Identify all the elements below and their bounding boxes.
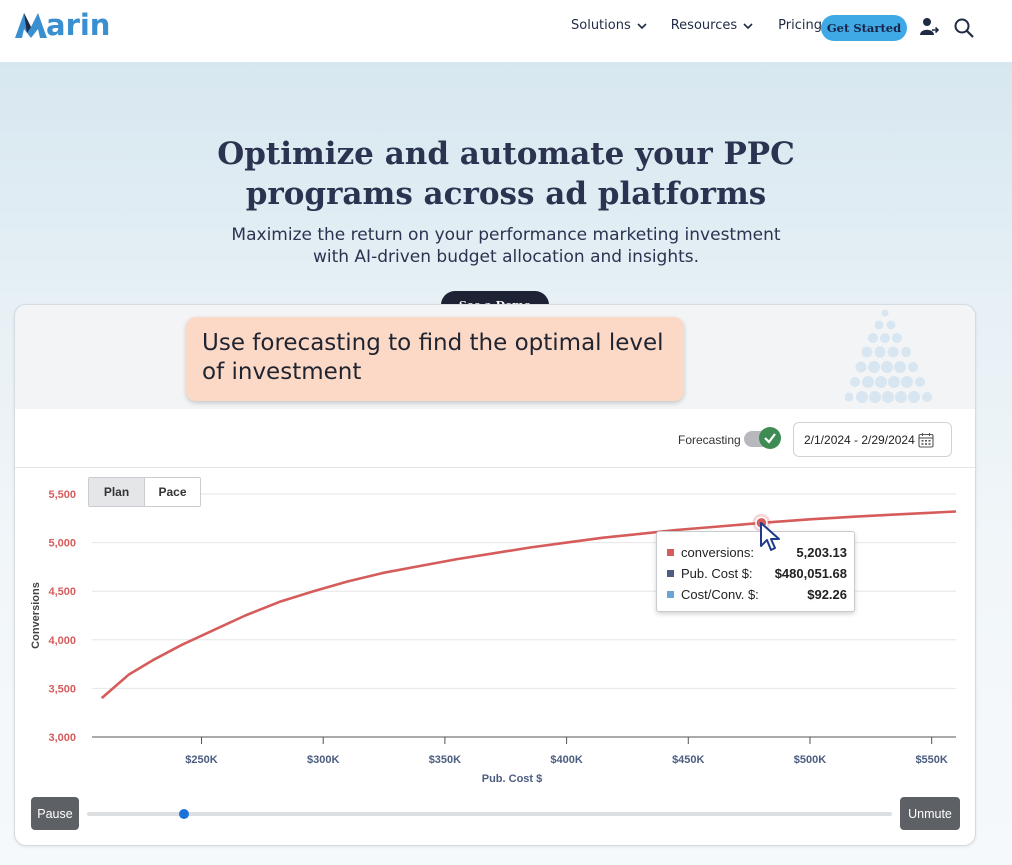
nav-resources-label: Resources: [670, 18, 738, 33]
tab-plan[interactable]: Plan: [89, 478, 145, 506]
marin-logo[interactable]: arin: [14, 8, 111, 42]
main-nav: Solutions Resources Pricing: [571, 18, 822, 33]
tooltip-row-conversions: conversions: 5,203.13: [667, 543, 847, 561]
tooltip-value: $92.26: [807, 586, 847, 602]
tooltip-value: 5,203.13: [796, 544, 847, 560]
hero-title: Optimize and automate your PPC programs …: [217, 136, 795, 212]
x-tick-label: $350K: [429, 754, 461, 766]
date-range-picker[interactable]: 2/1/2024 - 2/29/2024: [793, 422, 952, 457]
nav-solutions[interactable]: Solutions: [571, 18, 648, 33]
unmute-button[interactable]: Unmute: [900, 797, 960, 830]
tooltip-row-cost-per-conv: Cost/Conv. $: $92.26: [667, 585, 847, 603]
get-started-button[interactable]: Get Started: [821, 15, 907, 41]
x-axis-label: Pub. Cost $: [482, 773, 543, 785]
logo-text: arin: [46, 8, 111, 42]
y-tick-label: 5,500: [48, 489, 76, 501]
video-progress-thumb[interactable]: [178, 809, 189, 819]
tooltip-swatch: [667, 548, 674, 556]
chevron-down-icon: [743, 22, 753, 29]
date-range-text: 2/1/2024 - 2/29/2024: [804, 432, 915, 447]
nav-pricing[interactable]: Pricing: [778, 18, 822, 33]
page-scrollbar[interactable]: [1002, 62, 1012, 865]
tooltip-value: $480,051.68: [774, 565, 847, 581]
tab-pace[interactable]: Pace: [158, 485, 187, 499]
calendar-icon: [918, 433, 934, 448]
nav-resources[interactable]: Resources: [671, 18, 754, 33]
x-tick-label: $250K: [185, 754, 217, 766]
forecast-callout: Use forecasting to find the optimal leve…: [186, 317, 684, 401]
x-tick-label: $450K: [672, 754, 704, 766]
chart-tooltip: conversions: 5,203.13 Pub. Cost $: $480,…: [656, 531, 855, 612]
pause-button[interactable]: Pause: [31, 797, 79, 830]
conversions-chart: 3,000 3,500 4,000 4,500 5,000 5,500 $250K $300K…: [30, 489, 957, 785]
x-tick-label: $400K: [550, 754, 582, 766]
series-line-conversions: [100, 510, 957, 700]
y-tick-label: 4,000: [48, 635, 76, 647]
y-tick-label: 4,500: [48, 586, 76, 598]
card-header-area: Use forecasting to find the optimal leve…: [15, 305, 975, 409]
check-icon: [764, 433, 776, 444]
tooltip-swatch: [667, 569, 674, 577]
user-arrow-icon[interactable]: [919, 17, 939, 37]
mouse-cursor-icon: [760, 522, 780, 551]
chevron-down-icon: [637, 22, 647, 29]
forecasting-label: Forecasting: [678, 433, 741, 447]
x-tick-label: $500K: [794, 754, 826, 766]
chart-toolbar: Forecasting 2/1/2024 - 2/29/2024: [15, 409, 975, 468]
x-tick-label: $550K: [915, 754, 947, 766]
y-tick-label: 3,000: [48, 732, 76, 744]
x-tick-label: $300K: [307, 754, 339, 766]
y-tick-label: 5,000: [48, 538, 76, 550]
tooltip-label: Cost/Conv. $:: [681, 586, 759, 602]
y-tick-label: 3,500: [48, 683, 76, 695]
tooltip-swatch: [667, 590, 674, 598]
tooltip-label: conversions:: [681, 544, 754, 560]
tooltip-row-cost: Pub. Cost $: $480,051.68: [667, 564, 847, 582]
nav-solutions-label: Solutions: [571, 18, 631, 33]
marin-logo-icon: [15, 13, 47, 38]
y-axis-label: Conversions: [30, 582, 42, 649]
forecast-demo-card: Use forecasting to find the optimal leve…: [14, 304, 976, 846]
forecasting-toggle-knob[interactable]: [759, 427, 781, 449]
nav-pricing-label: Pricing: [778, 18, 822, 33]
video-progress-track[interactable]: [87, 812, 892, 816]
search-icon[interactable]: [953, 17, 975, 39]
plan-pace-toggle: Plan Pace: [88, 477, 201, 507]
hero-subtitle: Maximize the return on your performance …: [231, 225, 781, 267]
site-header: arin Solutions Resources Pricing Get Sta…: [0, 0, 1012, 62]
tooltip-label: Pub. Cost $:: [681, 565, 753, 581]
decorative-dots-graphic: [845, 309, 932, 403]
